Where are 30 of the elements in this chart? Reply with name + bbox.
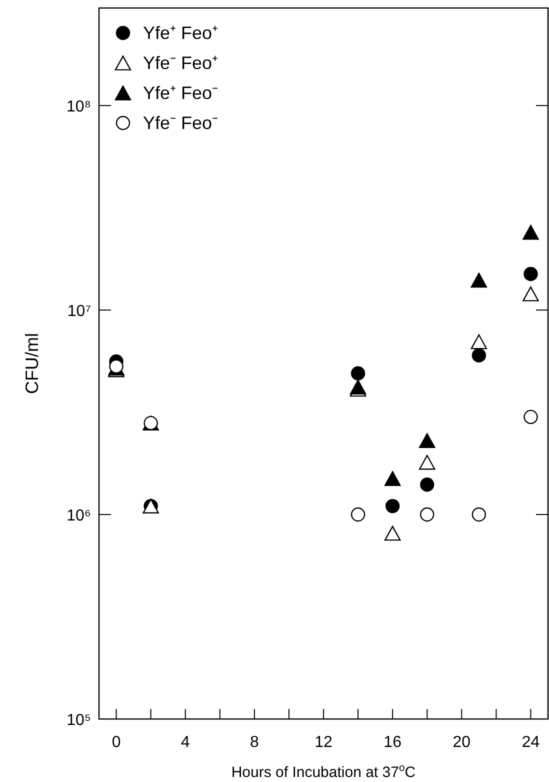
- point: [472, 348, 486, 363]
- x-axis-title: Hours of Incubation at 37$^{o}$C: [231, 762, 416, 781]
- legend-label: Yfe⁺ Feo⁻: [143, 83, 218, 103]
- legend-label: Yfe⁻ Feo⁻: [143, 113, 218, 133]
- y-tick-label: 10⁵: [66, 712, 91, 729]
- y-tick-label: 10⁸: [66, 98, 91, 116]
- x-tick-label: 0: [112, 734, 121, 751]
- point: [419, 454, 436, 470]
- point: [419, 433, 436, 448]
- y-tick-label: 10⁷: [67, 303, 92, 320]
- point: [524, 266, 538, 282]
- legend-label: Yfe⁻ Feo⁺: [143, 53, 218, 73]
- x-tick-label: 8: [250, 734, 259, 751]
- point: [350, 366, 366, 380]
- point: [470, 334, 488, 350]
- legend-label: Yfe⁺ Feo⁺: [143, 23, 218, 43]
- x-tick-label: 4: [180, 734, 190, 751]
- y-axis-title: CFU/ml: [22, 333, 42, 394]
- point: [420, 478, 434, 492]
- y-tick-label: 10⁶: [66, 508, 91, 525]
- point: [384, 471, 401, 486]
- point: [384, 526, 401, 541]
- x-tick-label: 20: [452, 734, 471, 751]
- point: [522, 286, 539, 302]
- x-tick-label: 24: [522, 734, 540, 751]
- x-tick-label: 16: [384, 734, 402, 751]
- point: [385, 498, 400, 514]
- point: [522, 224, 539, 240]
- point: [470, 272, 488, 288]
- x-tick-label: 12: [314, 734, 332, 751]
